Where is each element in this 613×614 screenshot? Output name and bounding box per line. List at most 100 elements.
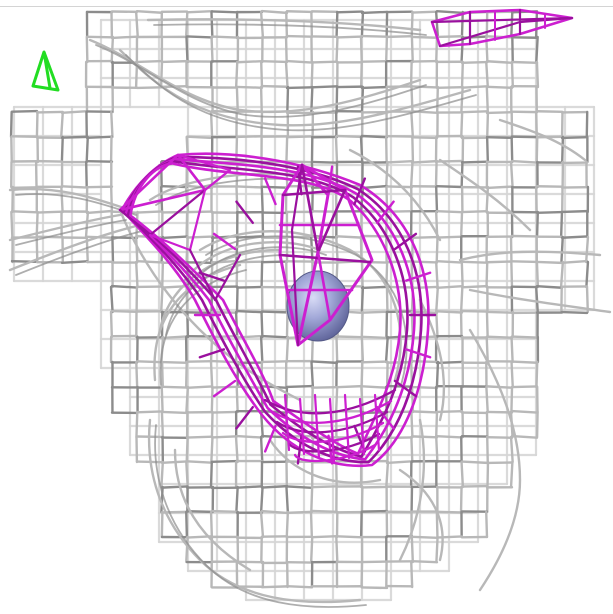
mesh-segment [485, 60, 514, 64]
mesh-segment [135, 259, 164, 264]
mesh-segment [485, 310, 514, 314]
mesh-segment [373, 393, 381, 452]
mesh-segment [184, 360, 188, 389]
mesh-segment [334, 385, 339, 414]
mesh-segment [410, 235, 439, 240]
mesh-segment [584, 235, 590, 264]
mesh-segment [260, 310, 264, 339]
mesh-contour [159, 269, 247, 386]
mesh-segment [160, 235, 189, 240]
mesh-segment [510, 135, 539, 139]
mesh-segment [160, 184, 189, 189]
mesh-segment [485, 310, 489, 339]
mesh-segment [235, 135, 239, 164]
mesh-segment [160, 385, 189, 389]
mesh-contour [153, 23, 427, 36]
mesh-segment [460, 260, 464, 289]
mesh-segment [485, 135, 490, 164]
mesh-segment [559, 260, 565, 289]
mesh-segment [35, 235, 39, 264]
mesh-segment [510, 335, 539, 339]
mesh-segment [360, 285, 389, 290]
mesh-segment [435, 184, 464, 189]
mesh-segment [410, 85, 414, 114]
mesh-segment [510, 260, 514, 289]
mesh-segment [435, 310, 439, 339]
mesh-segment [284, 35, 288, 64]
mesh-segment [235, 200, 254, 224]
mesh-segment [360, 360, 389, 364]
mesh-segment [535, 285, 564, 289]
mesh-segment [160, 360, 164, 389]
mesh-contour [125, 54, 477, 132]
mesh-segment [235, 385, 239, 414]
mesh-segment [360, 360, 364, 389]
mesh-contour [183, 241, 322, 282]
mesh-segment [109, 285, 114, 314]
mesh-segment [109, 310, 114, 339]
mesh-segment [185, 35, 214, 39]
magenta-density-mesh [118, 8, 574, 468]
mesh-contour [8, 213, 122, 242]
mesh-segment [410, 535, 439, 540]
mesh-segment [210, 385, 214, 414]
mesh-segment [535, 360, 539, 389]
mesh-segment [285, 59, 314, 64]
mesh-segment [35, 110, 39, 139]
mesh-segment [185, 435, 189, 464]
mesh-contour [398, 468, 444, 562]
mesh-segment [359, 135, 364, 164]
mesh-segment [160, 510, 164, 539]
mesh-segment [235, 59, 264, 64]
mesh-segment [435, 285, 440, 314]
mesh-segment [360, 134, 389, 139]
mesh-segment [185, 460, 214, 464]
mesh-segment [560, 259, 589, 265]
mesh-segment [410, 35, 439, 39]
mesh-segment [485, 85, 489, 114]
mesh-segment [85, 209, 114, 215]
mesh-segment [509, 160, 514, 189]
mesh-segment [535, 210, 540, 239]
mesh-segment [359, 35, 363, 64]
mesh-contour [188, 248, 242, 302]
mesh-segment [234, 60, 239, 89]
mesh-segment [460, 160, 489, 164]
mesh-segment [410, 159, 439, 164]
mesh-segment [535, 260, 564, 265]
mesh-segment [209, 510, 214, 539]
mesh-segment [298, 397, 306, 456]
mesh-segment [260, 484, 289, 489]
mesh-segment [485, 185, 514, 190]
mesh-segment [360, 560, 364, 589]
mesh-contour [8, 223, 142, 272]
mesh-segment [260, 260, 289, 264]
mesh-segment [360, 34, 389, 38]
mesh-segment [286, 85, 290, 114]
mesh-segment [260, 185, 289, 189]
mesh-segment [85, 135, 89, 164]
mesh-segment [135, 59, 164, 64]
mesh-segment [160, 360, 189, 364]
mesh-segment [435, 535, 439, 564]
mesh-contour [268, 438, 382, 484]
tetrahedron-marker-icon[interactable] [31, 50, 60, 92]
mesh-segment [335, 35, 339, 64]
mesh-segment [535, 210, 564, 215]
mesh-segment [385, 460, 390, 489]
mesh-segment [535, 260, 540, 289]
mesh-segment [310, 360, 339, 365]
mesh-segment [435, 410, 439, 439]
mesh-segment [376, 200, 395, 224]
mesh-contour [122, 155, 423, 464]
mesh-segment [135, 410, 139, 439]
mesh-segment [259, 335, 264, 364]
mesh-segment [460, 85, 489, 89]
mesh-segment [185, 460, 189, 489]
mesh-segment [376, 406, 395, 430]
mesh-contour [316, 250, 332, 322]
mesh-segment [235, 309, 264, 314]
mesh-segment [235, 406, 254, 430]
